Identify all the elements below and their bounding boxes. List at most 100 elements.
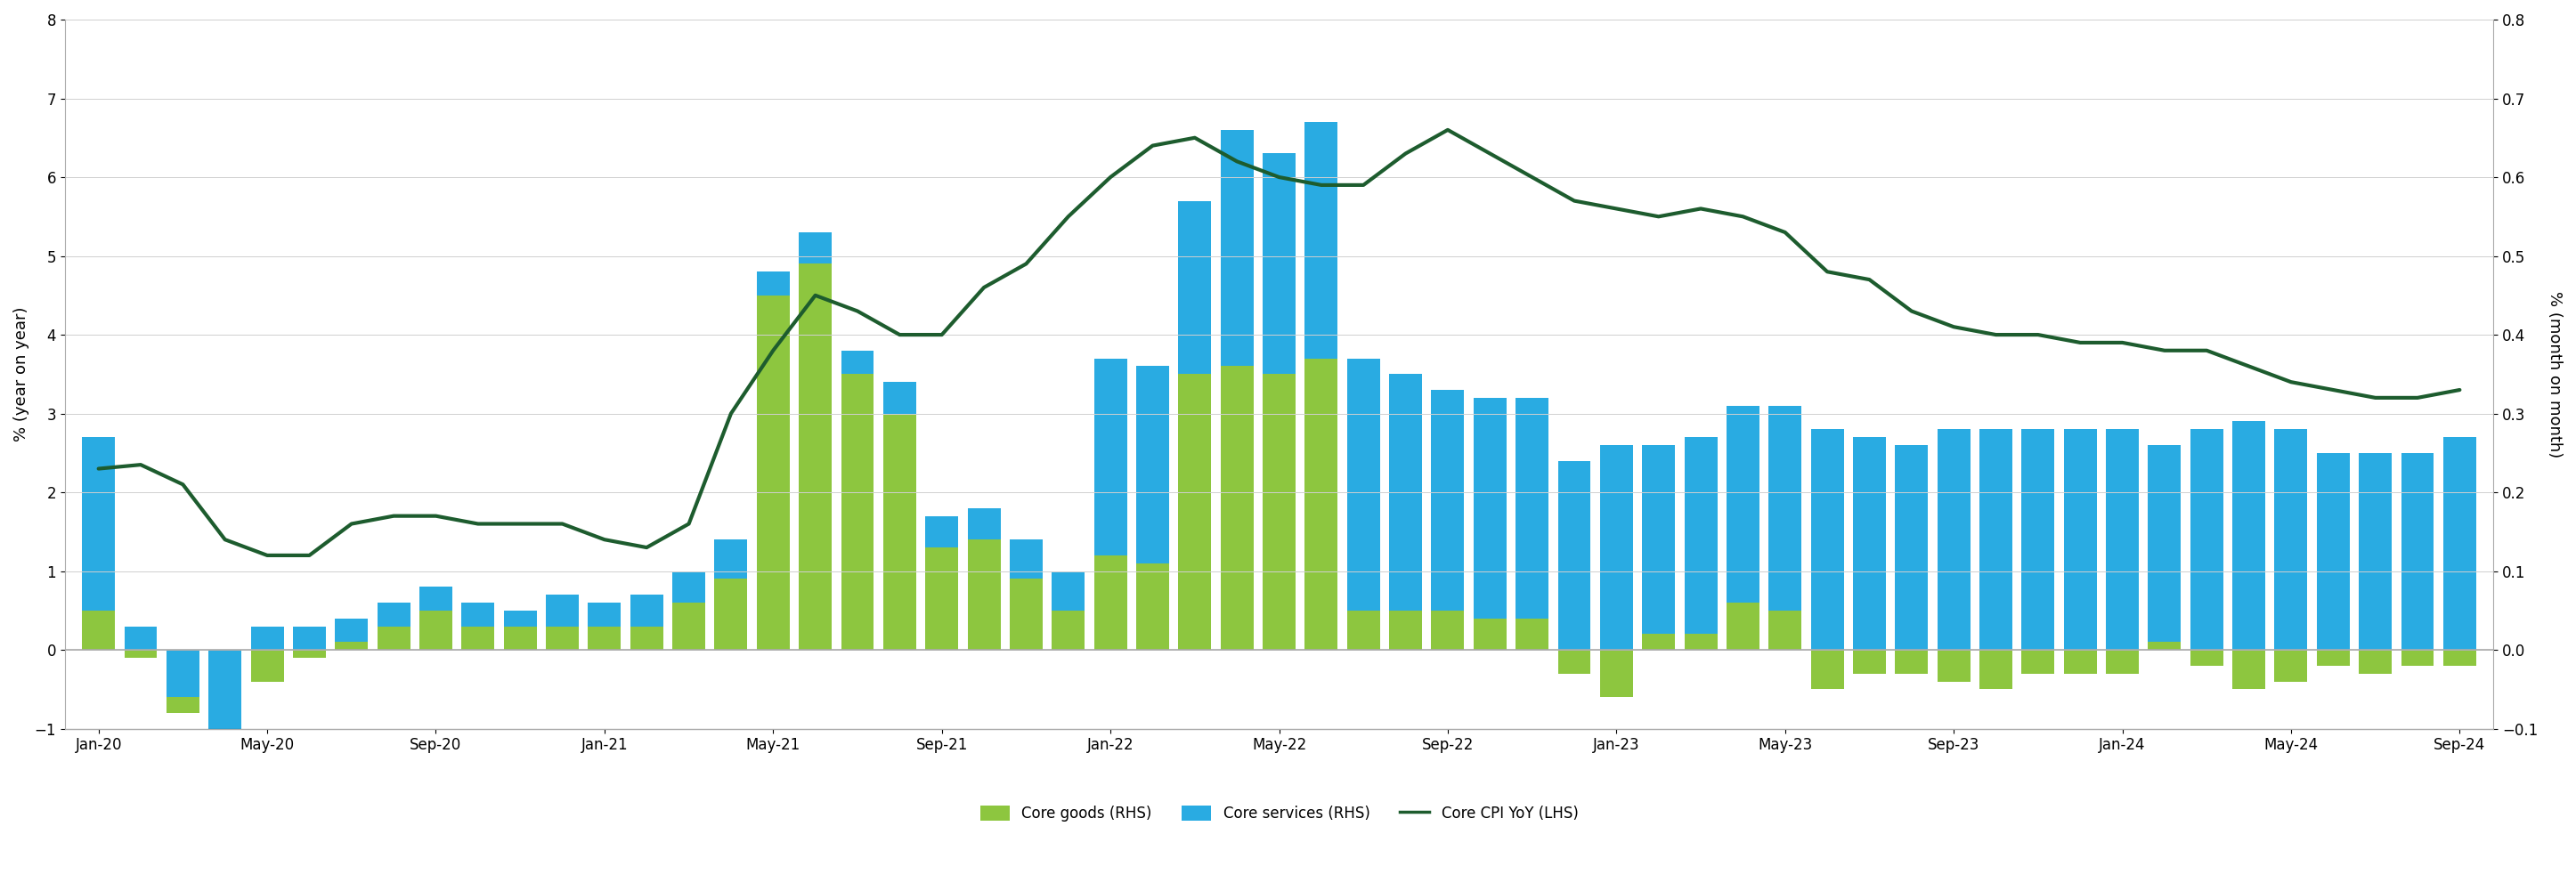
Bar [1896, 445, 1927, 650]
Bar [1262, 153, 1296, 374]
Bar [1515, 397, 1548, 618]
Bar [969, 508, 999, 540]
Bar [631, 626, 662, 650]
Bar [461, 602, 495, 626]
Bar [1896, 650, 1927, 674]
Bar [1051, 571, 1084, 610]
Bar [1095, 555, 1126, 650]
Bar [376, 602, 410, 626]
Bar [1136, 563, 1170, 650]
Bar [546, 595, 580, 626]
Bar [587, 626, 621, 650]
Bar [840, 350, 873, 374]
Bar [925, 547, 958, 650]
Bar [1726, 405, 1759, 602]
Bar [1177, 200, 1211, 374]
Bar [1095, 358, 1126, 555]
Bar [1010, 540, 1043, 579]
Bar [1937, 429, 1971, 650]
Bar [420, 610, 453, 650]
Bar [376, 626, 410, 650]
Bar [1388, 610, 1422, 650]
Bar [2316, 650, 2349, 666]
Bar [546, 626, 580, 650]
Bar [1978, 650, 2012, 690]
Y-axis label: % (year on year): % (year on year) [13, 307, 28, 442]
Bar [1515, 618, 1548, 650]
Bar [1432, 390, 1463, 610]
Bar [2190, 650, 2223, 666]
Bar [1600, 650, 1633, 697]
Bar [2442, 650, 2476, 666]
Bar [2401, 650, 2434, 666]
Bar [2233, 421, 2264, 650]
Bar [1136, 366, 1170, 563]
Bar [2233, 650, 2264, 690]
Bar [1600, 445, 1633, 650]
Bar [714, 579, 747, 650]
Bar [2401, 453, 2434, 650]
Bar [2275, 650, 2308, 682]
Bar [420, 587, 453, 610]
Bar [1432, 610, 1463, 650]
Bar [672, 571, 706, 602]
Bar [1811, 429, 1844, 650]
Bar [1177, 374, 1211, 650]
Bar [2360, 650, 2391, 674]
Bar [2148, 642, 2182, 650]
Bar [799, 233, 832, 264]
Bar [1641, 445, 1674, 634]
Bar [461, 626, 495, 650]
Bar [1852, 437, 1886, 650]
Bar [1641, 634, 1674, 650]
Bar [2022, 429, 2056, 650]
Bar [1347, 610, 1381, 650]
Legend: Core goods (RHS), Core services (RHS), Core CPI YoY (LHS): Core goods (RHS), Core services (RHS), C… [974, 799, 1584, 828]
Bar [757, 295, 791, 650]
Bar [1558, 650, 1592, 674]
Bar [714, 540, 747, 579]
Bar [209, 650, 242, 729]
Bar [631, 595, 662, 626]
Bar [587, 602, 621, 626]
Bar [1558, 461, 1592, 650]
Bar [2148, 445, 2182, 642]
Bar [250, 650, 283, 682]
Bar [2360, 453, 2391, 650]
Bar [1852, 650, 1886, 674]
Bar [250, 626, 283, 650]
Bar [2063, 429, 2097, 650]
Bar [840, 374, 873, 650]
Bar [1473, 397, 1507, 618]
Bar [2190, 429, 2223, 650]
Bar [505, 610, 536, 626]
Bar [1306, 122, 1337, 358]
Bar [672, 602, 706, 650]
Bar [335, 618, 368, 642]
Y-axis label: % (month on month): % (month on month) [2548, 290, 2563, 457]
Bar [1262, 374, 1296, 650]
Bar [1978, 429, 2012, 650]
Bar [884, 382, 917, 413]
Bar [1306, 358, 1337, 650]
Bar [124, 650, 157, 658]
Bar [1685, 437, 1718, 634]
Bar [167, 650, 198, 697]
Bar [294, 626, 325, 650]
Bar [1726, 602, 1759, 650]
Bar [2275, 429, 2308, 650]
Bar [1388, 374, 1422, 610]
Bar [2316, 453, 2349, 650]
Bar [505, 626, 536, 650]
Bar [2022, 650, 2056, 674]
Bar [1051, 610, 1084, 650]
Bar [294, 650, 325, 658]
Bar [124, 626, 157, 650]
Bar [209, 729, 242, 760]
Bar [1473, 618, 1507, 650]
Bar [82, 437, 116, 610]
Bar [1347, 358, 1381, 610]
Bar [1010, 579, 1043, 650]
Bar [884, 413, 917, 650]
Bar [1221, 130, 1255, 366]
